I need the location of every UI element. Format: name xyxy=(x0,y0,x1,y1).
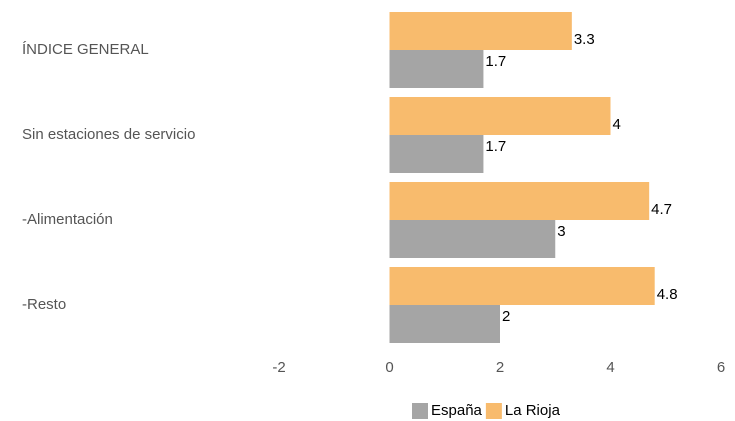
legend-swatch xyxy=(412,403,428,419)
bar xyxy=(389,97,611,135)
bar xyxy=(389,220,556,258)
bar xyxy=(389,12,572,50)
value-label: 4.7 xyxy=(651,201,672,218)
value-label: 1.7 xyxy=(485,53,506,70)
value-label: 4 xyxy=(613,116,621,133)
legend-label: La Rioja xyxy=(505,402,561,419)
x-tick-label: 4 xyxy=(606,359,614,376)
x-tick-label: -2 xyxy=(272,359,285,376)
bar xyxy=(389,267,655,305)
legend-label: España xyxy=(431,402,483,419)
value-label: 3.3 xyxy=(574,31,595,48)
value-label: 2 xyxy=(502,308,510,325)
category-label: ÍNDICE GENERAL xyxy=(22,41,149,58)
category-label: -Resto xyxy=(22,296,66,313)
bar xyxy=(389,50,484,88)
bar xyxy=(389,305,500,343)
bar xyxy=(389,182,650,220)
value-label: 4.8 xyxy=(657,286,678,303)
value-label: 1.7 xyxy=(485,138,506,155)
value-label: 3 xyxy=(557,223,565,240)
bar xyxy=(389,135,484,173)
x-tick-label: 6 xyxy=(717,359,725,376)
x-tick-label: 2 xyxy=(496,359,504,376)
legend-swatch xyxy=(485,403,502,419)
x-tick-label: 0 xyxy=(385,359,393,376)
category-label: -Alimentación xyxy=(22,211,113,228)
category-label: Sin estaciones de servicio xyxy=(22,126,195,143)
